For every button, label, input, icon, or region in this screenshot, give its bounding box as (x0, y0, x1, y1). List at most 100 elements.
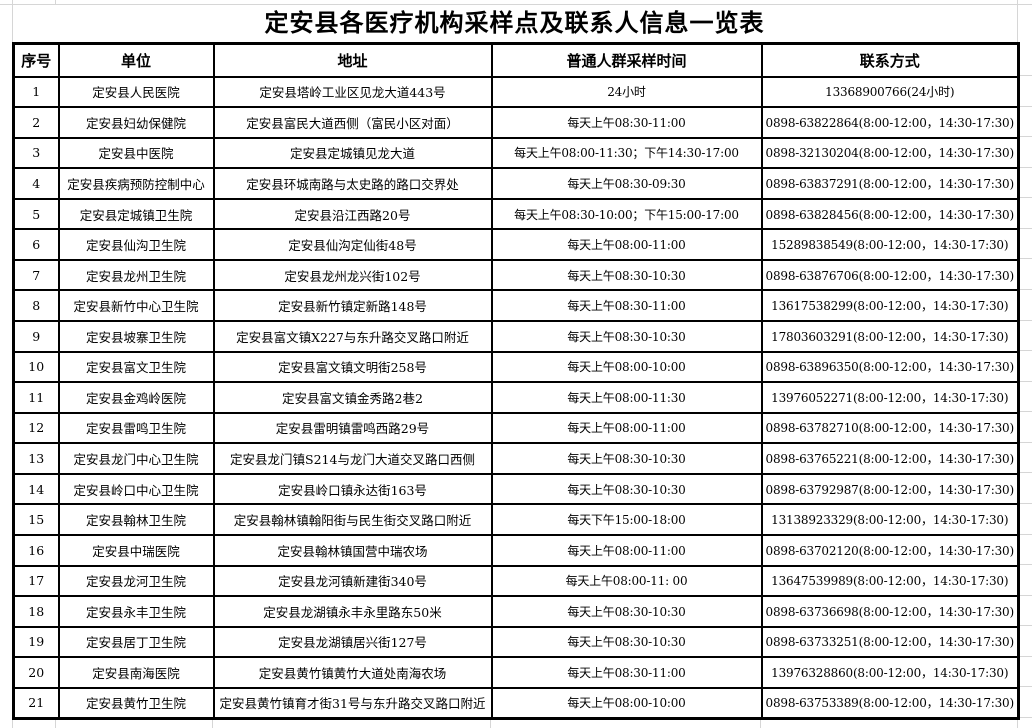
table-row: 3 定安县中医院 定安县定城镇见龙大道 每天上午08:00-11:30；下午14:30… (12, 136, 1020, 170)
table-row: 11 定安县金鸡岭医院 定安县富文镇金秀路2巷2 每天上午08:00-11:30 139… (12, 381, 1020, 414)
gridline (1019, 75, 1032, 76)
table-row: 14 定安县岭口中心卫生院 定安县岭口镇永达街163号 每天上午08:30-10:30… (12, 472, 1020, 506)
address-cell: 定安县龙湖镇居兴街127号 (212, 625, 493, 659)
sampling-time-cell: 每天上午08:30-11:00 (490, 289, 763, 322)
serial-number-cell: 5 (12, 197, 60, 231)
unit-cell: 定安县新竹中心卫生院 (57, 289, 215, 322)
gridline (1019, 197, 1032, 199)
table-row: 4 定安县疾病预防控制中心 定安县环城南路与太史路的路口交界处 每天上午08:30-0… (12, 167, 1020, 200)
gridline (1019, 380, 1032, 382)
sampling-time-cell: 每天上午08:30-10:30 (490, 472, 763, 506)
gridline (1019, 441, 1032, 443)
column-header-0: 序号 (12, 42, 60, 78)
table-row: 2 定安县妇幼保健院 定安县富民大道西侧（富民小区对面） 每天上午08:30-11:0… (12, 106, 1020, 139)
sampling-time-cell: 每天上午08:30-11:00 (490, 106, 763, 139)
table-row: 5 定安县定城镇卫生院 定安县沿江西路20号 每天上午08:30-10:00；下午15… (12, 197, 1020, 231)
gridline (1019, 625, 1032, 627)
gridline (760, 717, 761, 728)
table-row: 12 定安县雷鸣卫生院 定安县雷明镇雷鸣西路29号 每天上午08:00-11:00 08… (12, 411, 1020, 445)
unit-cell: 定安县雷鸣卫生院 (57, 411, 215, 445)
contact-cell: 15289838549(8:00-12:00，14:30-17:30) (760, 228, 1020, 261)
address-cell: 定安县龙河镇新建街340号 (212, 564, 493, 598)
unit-cell: 定安县妇幼保健院 (57, 106, 215, 139)
table-row: 8 定安县新竹中心卫生院 定安县新竹镇定新路148号 每天上午08:30-11:00 1… (12, 289, 1020, 322)
address-cell: 定安县龙州龙兴街102号 (212, 258, 493, 292)
serial-number-cell: 16 (12, 533, 60, 567)
unit-cell: 定安县中医院 (57, 136, 215, 170)
gridline (1019, 258, 1032, 260)
sampling-time-cell: 每天上午08:00-11:30；下午14:30-17:00 (490, 136, 763, 170)
address-cell: 定安县龙门镇S214与龙门大道交叉路口西侧 (212, 442, 493, 475)
serial-number-cell: 15 (12, 503, 60, 536)
address-cell: 定安县定城镇见龙大道 (212, 136, 493, 170)
table-row: 20 定安县南海医院 定安县黄竹镇黄竹大道处南海农场 每天上午08:30-11:00 1… (12, 656, 1020, 689)
contact-cell: 0898-63896350(8:00-12:00，14:30-17:30) (760, 350, 1020, 384)
sampling-time-cell: 每天上午08:30-10:30 (490, 442, 763, 475)
gridline (55, 0, 56, 4)
unit-cell: 定安县龙门中心卫生院 (57, 442, 215, 475)
serial-number-cell: 18 (12, 595, 60, 628)
gridline (1019, 350, 1032, 352)
sampling-time-cell: 每天上午08:00-11:30 (490, 381, 763, 414)
serial-number-cell: 19 (12, 625, 60, 659)
contact-cell: 0898-32130204(8:00-12:00，14:30-17:30) (760, 136, 1020, 170)
table-row: 10 定安县富文卫生院 定安县富文镇文明街258号 每天上午08:00-10:00 08… (12, 350, 1020, 384)
gridline (1019, 655, 1032, 657)
unit-cell: 定安县龙河卫生院 (57, 564, 215, 598)
address-cell: 定安县岭口镇永达街163号 (212, 472, 493, 506)
gridline (1019, 472, 1032, 474)
gridline (1019, 502, 1032, 504)
gridline (12, 0, 13, 42)
gridline (490, 717, 491, 728)
table-row: 21 定安县黄竹卫生院 定安县黄竹镇育才街31号与东升路交叉路口附近 每天上午08:0… (12, 686, 1020, 720)
serial-number-cell: 8 (12, 289, 60, 322)
table-row: 13 定安县龙门中心卫生院 定安县龙门镇S214与龙门大道交叉路口西侧 每天上午08:… (12, 442, 1020, 475)
sampling-time-cell: 每天上午08:00-11:00 (490, 411, 763, 445)
sampling-time-cell: 每天上午08:00-11:00 (490, 228, 763, 261)
unit-cell: 定安县龙州卫生院 (57, 258, 215, 292)
contact-cell: 0898-63876706(8:00-12:00，14:30-17:30) (760, 258, 1020, 292)
address-cell: 定安县富文镇金秀路2巷2 (212, 381, 493, 414)
unit-cell: 定安县黄竹卫生院 (57, 686, 215, 720)
gridline (1019, 227, 1032, 229)
unit-cell: 定安县仙沟卫生院 (57, 228, 215, 261)
column-header-4: 联系方式 (760, 42, 1020, 78)
sampling-time-cell: 每天下午15:00-18:00 (490, 503, 763, 536)
unit-cell: 定安县人民医院 (57, 75, 215, 109)
sampling-time-cell: 每天上午08:30-10:30 (490, 320, 763, 353)
table-row: 19 定安县居丁卫生院 定安县龙湖镇居兴街127号 每天上午08:30-10:30 08… (12, 625, 1020, 659)
unit-cell: 定安县翰林卫生院 (57, 503, 215, 536)
serial-number-cell: 14 (12, 472, 60, 506)
table-row: 15 定安县翰林卫生院 定安县翰林镇翰阳街与民生街交叉路口附近 每天下午15:00-1… (12, 503, 1020, 536)
contact-cell: 17803603291(8:00-12:00，14:30-17:30) (760, 320, 1020, 353)
address-cell: 定安县沿江西路20号 (212, 197, 493, 231)
contact-cell: 13647539989(8:00-12:00，14:30-17:30) (760, 564, 1020, 598)
column-header-3: 普通人群采样时间 (490, 42, 763, 78)
contact-cell: 0898-63736698(8:00-12:00，14:30-17:30) (760, 595, 1020, 628)
address-cell: 定安县黄竹镇育才街31号与东升路交叉路口附近 (212, 686, 493, 720)
gridline (12, 717, 13, 728)
gridline (1019, 136, 1032, 138)
gridline (1019, 411, 1032, 413)
contact-cell: 13976328860(8:00-12:00，14:30-17:30) (760, 656, 1020, 689)
sampling-time-cell: 每天上午08:00-10:00 (490, 686, 763, 720)
address-cell: 定安县环城南路与太史路的路口交界处 (212, 167, 493, 200)
contact-cell: 13138923329(8:00-12:00，14:30-17:30) (760, 503, 1020, 536)
unit-cell: 定安县富文卫生院 (57, 350, 215, 384)
unit-cell: 定安县中瑞医院 (57, 533, 215, 567)
gridline (1019, 686, 1032, 688)
address-cell: 定安县塔岭工业区见龙大道443号 (212, 75, 493, 109)
contact-cell: 0898-63765221(8:00-12:00，14:30-17:30) (760, 442, 1020, 475)
gridline (212, 717, 213, 728)
contact-cell: 13368900766(24小时) (760, 75, 1020, 109)
gridline (1019, 533, 1032, 535)
address-cell: 定安县富民大道西侧（富民小区对面） (212, 106, 493, 139)
address-cell: 定安县仙沟定仙街48号 (212, 228, 493, 261)
unit-cell: 定安县居丁卫生院 (57, 625, 215, 659)
sampling-points-table: 序号 单位 地址 普通人群采样时间 联系方式 1 定安县人民医院 定安县塔岭工业区见龙大道4… (12, 42, 1020, 720)
table-row: 9 定安县坡寨卫生院 定安县富文镇X227与东升路交叉路口附近 每天上午08:30-1… (12, 320, 1020, 353)
serial-number-cell: 9 (12, 320, 60, 353)
column-header-1: 单位 (57, 42, 215, 78)
sampling-time-cell: 每天上午08:00-11: 00 (490, 564, 763, 598)
serial-number-cell: 3 (12, 136, 60, 170)
